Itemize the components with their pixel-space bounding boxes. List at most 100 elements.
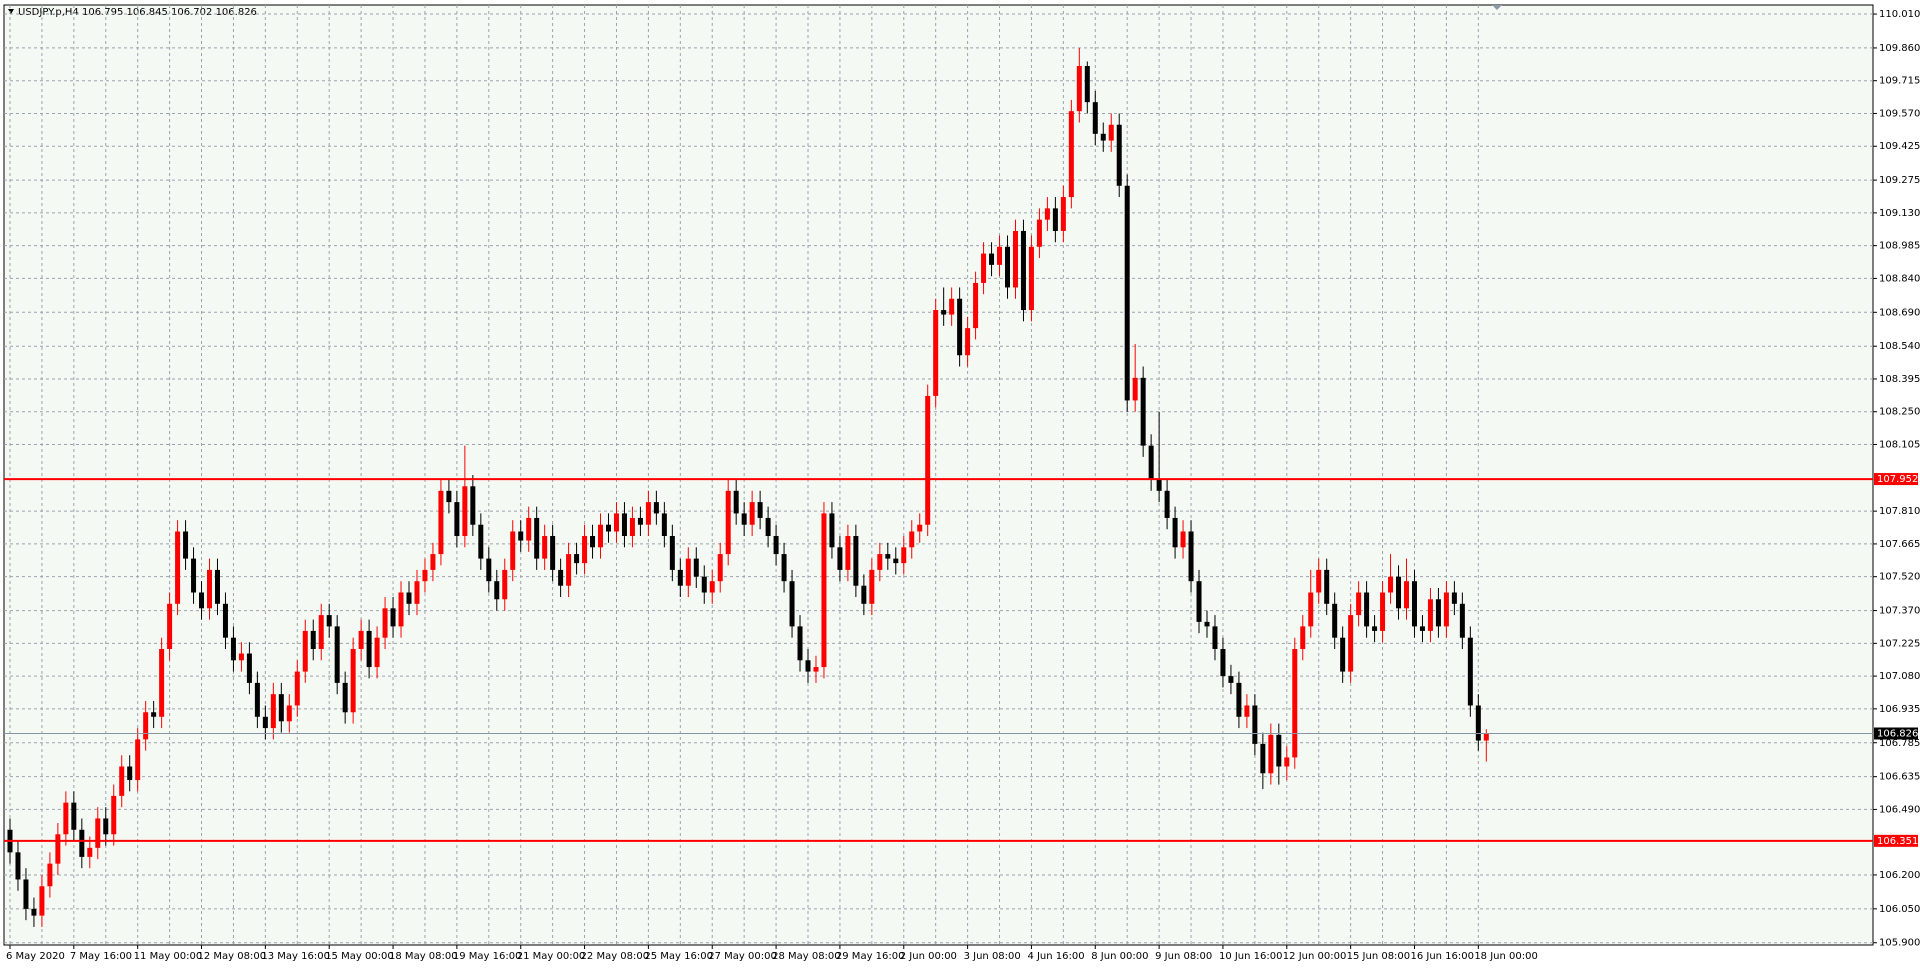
- candle-body: [1108, 124, 1114, 141]
- candle-body: [550, 536, 556, 570]
- candle-body: [1404, 581, 1409, 609]
- candle-body: [917, 524, 923, 532]
- candle-body: [1076, 66, 1082, 112]
- candle-body: [350, 648, 356, 713]
- candle-body: [1300, 626, 1306, 649]
- candle-body: [55, 834, 61, 864]
- x-tick-label: 9 Jun 08:00: [1155, 951, 1212, 962]
- candle-body: [1132, 377, 1138, 401]
- x-tick-label: 18 Jun 00:00: [1474, 951, 1538, 962]
- x-tick-label: 21 May 00:00: [517, 951, 586, 962]
- y-tick-label: 109.860: [1879, 43, 1920, 54]
- candle-body: [63, 802, 69, 835]
- candle-body: [637, 517, 643, 525]
- candle-body: [1411, 581, 1417, 627]
- candle-body: [1220, 648, 1226, 677]
- candle-body: [1140, 377, 1146, 446]
- candle-body: [207, 569, 212, 609]
- candle-body: [1380, 592, 1386, 631]
- candle-body: [813, 667, 819, 672]
- x-tick-label: 18 May 08:00: [389, 951, 458, 962]
- candle-body: [1092, 102, 1098, 134]
- candle-body: [574, 554, 580, 564]
- y-tick-label: 108.690: [1879, 307, 1920, 318]
- candle-body: [1364, 592, 1370, 627]
- menu-arrow[interactable]: [8, 9, 14, 14]
- candle-body: [957, 298, 963, 356]
- candle-body: [797, 626, 803, 661]
- candle-body: [135, 739, 141, 781]
- candle-body: [438, 490, 444, 555]
- candle-body: [925, 395, 931, 525]
- y-tick-label: 106.935: [1879, 704, 1920, 715]
- candle-body: [1419, 626, 1425, 631]
- candle-body: [869, 569, 875, 604]
- candle-body: [1028, 246, 1034, 311]
- price-tag: [1874, 473, 1918, 486]
- candle-body: [15, 852, 21, 880]
- candle-body: [613, 513, 619, 532]
- candle-body: [270, 694, 276, 729]
- y-tick-label: 106.200: [1879, 870, 1920, 881]
- y-tick-label: 109.715: [1879, 76, 1920, 87]
- candle-body: [749, 502, 755, 525]
- candle-body: [1340, 637, 1346, 672]
- x-tick-label: 12 Jun 00:00: [1283, 951, 1347, 962]
- y-tick-label: 109.275: [1879, 175, 1920, 186]
- candle-body: [1260, 743, 1266, 774]
- candle-body: [1164, 490, 1170, 518]
- candle-body: [278, 694, 284, 722]
- candle-body: [1443, 592, 1449, 627]
- x-tick-label: 19 May 16:00: [453, 951, 522, 962]
- candle-body: [653, 502, 659, 514]
- candle-body: [717, 554, 723, 582]
- candle-body: [79, 829, 85, 857]
- candle-body: [1324, 569, 1330, 604]
- y-tick-label: 107.225: [1879, 638, 1920, 649]
- candle-body: [885, 554, 891, 559]
- x-tick-label: 16 Jun 16:00: [1410, 951, 1474, 962]
- y-tick-label: 106.490: [1879, 804, 1920, 815]
- candle-body: [143, 712, 149, 740]
- candle-body: [1236, 682, 1242, 717]
- candle-body: [222, 603, 228, 638]
- candle-body: [254, 682, 260, 717]
- x-tick-label: 15 May 00:00: [325, 951, 394, 962]
- candle-body: [23, 879, 29, 909]
- candle-body: [246, 653, 252, 683]
- y-tick-label: 108.985: [1879, 241, 1920, 252]
- candle-body: [669, 536, 675, 570]
- y-tick-label: 108.540: [1879, 341, 1920, 352]
- candle-body: [701, 576, 707, 593]
- candle-body: [534, 517, 540, 559]
- candle-body: [119, 766, 125, 796]
- candle-body: [1012, 230, 1018, 288]
- candle-body: [821, 513, 827, 668]
- candle-body: [853, 536, 859, 586]
- candle-body: [621, 513, 627, 537]
- y-tick-label: 107.370: [1879, 606, 1920, 617]
- candle-body: [502, 569, 508, 600]
- candle-body: [111, 795, 117, 835]
- candle-body: [486, 558, 492, 582]
- candle-body: [422, 569, 428, 582]
- candle-body: [183, 531, 189, 559]
- candle-body: [685, 558, 691, 586]
- candle-body: [374, 637, 380, 668]
- candle-body: [845, 536, 851, 570]
- candle-body: [733, 490, 739, 514]
- candle-body: [645, 502, 651, 525]
- candle-body: [95, 818, 101, 848]
- candles: [7, 47, 1489, 927]
- candle-body: [294, 671, 300, 706]
- candle-body: [629, 517, 635, 537]
- y-tick-label: 110.010: [1879, 9, 1920, 20]
- candle-body: [262, 716, 268, 729]
- candle-body: [1451, 592, 1457, 604]
- x-tick-label: 15 Jun 08:00: [1347, 951, 1411, 962]
- candle-body: [1268, 734, 1274, 774]
- candle-body: [302, 630, 308, 672]
- y-tick-label: 107.810: [1879, 506, 1920, 517]
- y-tick-label: 108.840: [1879, 273, 1920, 284]
- candle-body: [318, 615, 324, 649]
